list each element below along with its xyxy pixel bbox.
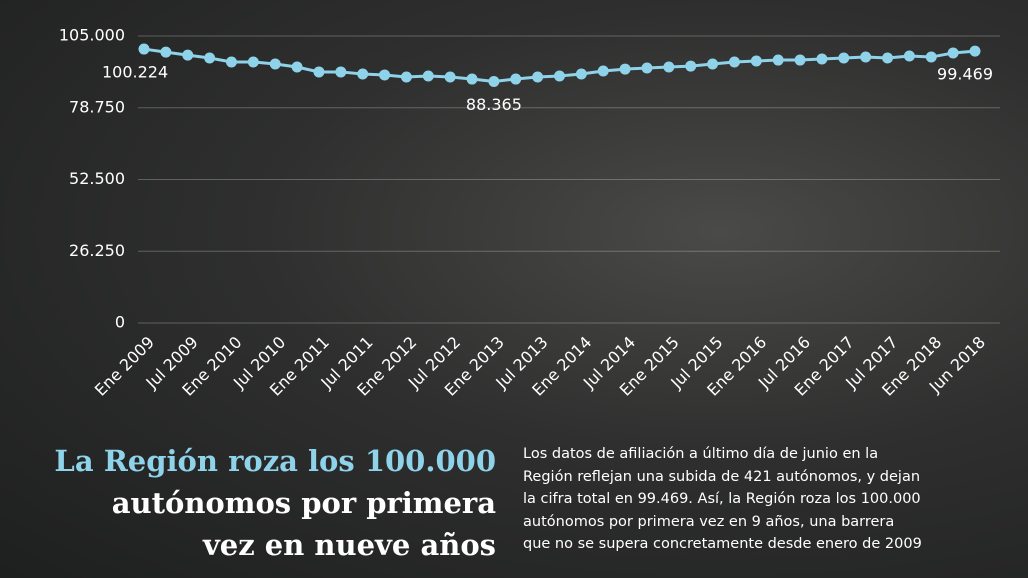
data-point xyxy=(269,58,281,70)
body-line: autónomos por primera vez en 9 años, una… xyxy=(523,513,895,530)
data-point xyxy=(663,61,675,73)
data-point xyxy=(444,71,456,83)
data-point xyxy=(707,58,719,70)
headline-line: autónomos por primera xyxy=(111,486,496,520)
value-label: 100.224 xyxy=(102,63,168,82)
y-tick-label: 26.250 xyxy=(69,241,125,260)
data-point xyxy=(816,53,828,65)
data-point xyxy=(619,63,631,75)
data-point xyxy=(488,75,500,87)
data-point xyxy=(860,51,872,63)
data-point xyxy=(182,49,194,61)
data-point xyxy=(750,55,762,67)
headline: La Región roza los 100.000 autónomos por … xyxy=(54,440,496,566)
data-point xyxy=(400,71,412,83)
data-point xyxy=(138,43,150,55)
data-point xyxy=(422,70,434,82)
data-point xyxy=(379,69,391,81)
data-point xyxy=(728,56,740,68)
data-point xyxy=(160,46,172,58)
data-point xyxy=(466,73,478,85)
body-line: la cifra total en 99.469. Así, la Región… xyxy=(523,491,921,507)
data-point xyxy=(532,71,544,83)
y-tick-label: 0 xyxy=(115,313,125,332)
body-line: Los datos de afiliación a último día de … xyxy=(523,446,879,462)
y-tick-label: 52.500 xyxy=(69,169,125,188)
x-tick-label: Ene 2009 xyxy=(91,333,158,400)
data-point xyxy=(597,65,609,77)
data-point xyxy=(335,66,347,78)
data-point xyxy=(291,61,303,73)
data-point xyxy=(925,51,937,63)
data-point xyxy=(204,52,216,64)
data-point xyxy=(772,54,784,66)
data-point xyxy=(947,47,959,59)
headline-line: vez en nueve años xyxy=(202,528,496,562)
value-label: 99.469 xyxy=(937,65,993,84)
value-label: 88.365 xyxy=(466,95,522,114)
data-point xyxy=(903,50,915,62)
y-tick-label: 105.000 xyxy=(59,26,125,45)
data-point xyxy=(575,68,587,80)
data-point xyxy=(641,62,653,74)
data-point xyxy=(313,66,325,78)
y-tick-label: 78.750 xyxy=(69,97,125,116)
data-point xyxy=(247,56,259,68)
data-point xyxy=(794,54,806,66)
data-point xyxy=(554,70,565,82)
body-line: Región reflejan una subida de 421 autóno… xyxy=(523,468,921,485)
data-point xyxy=(969,45,981,57)
body-line: que no se supera concretamente desde ene… xyxy=(523,536,922,552)
data-point xyxy=(882,52,894,64)
data-point xyxy=(838,52,850,64)
headline-line: La Región roza los 100.000 xyxy=(54,444,496,478)
data-point xyxy=(357,68,369,80)
data-point xyxy=(510,73,522,85)
data-point xyxy=(225,56,237,68)
data-point xyxy=(685,60,697,72)
article-body: Los datos de afiliación a último día de … xyxy=(523,443,922,556)
